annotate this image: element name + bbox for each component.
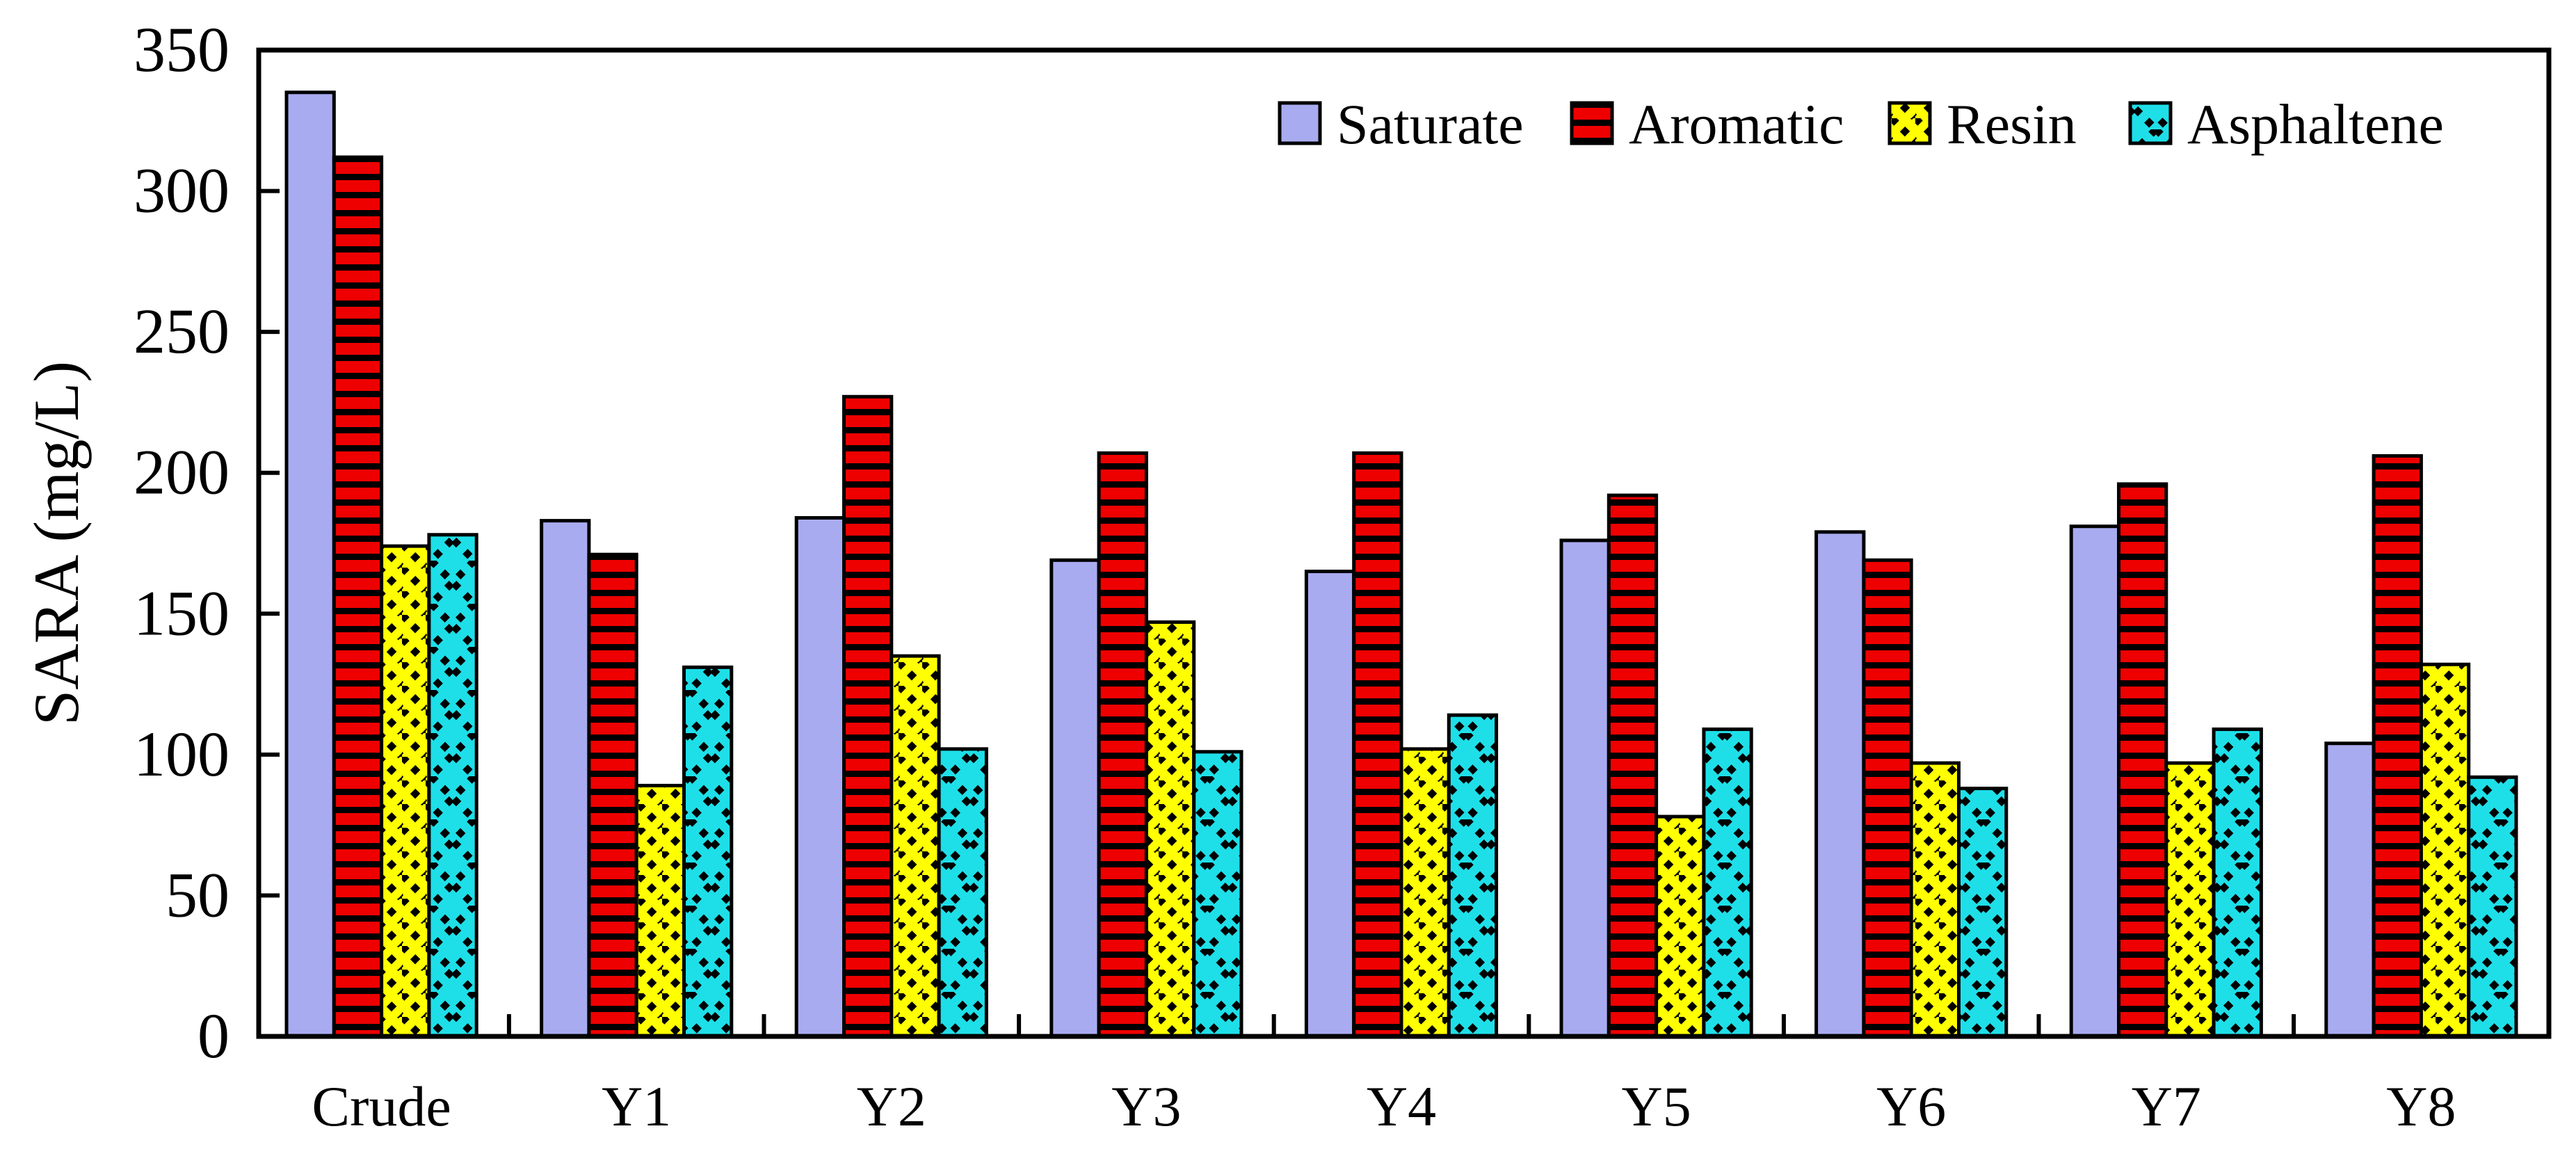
bar-aromatic-y7 [2117,482,2168,1038]
legend: Saturate Aromatic Resin Asphaltene [1278,93,2444,156]
bar-aromatic-y8 [2372,454,2423,1038]
bar-resin-y6 [1909,761,1961,1038]
bar-resin-y7 [2164,761,2216,1038]
legend-swatch-asphaltene [2128,101,2173,145]
bar-saturate-y5 [1559,538,1611,1038]
bar-saturate-y7 [2069,524,2120,1038]
bar-asphaltene-y3 [1192,750,1243,1038]
bar-resin-y3 [1144,620,1196,1038]
bar-resin-y4 [1399,747,1451,1038]
bar-aromatic-crude [332,155,384,1038]
legend-label-saturate: Saturate [1337,93,1524,156]
bar-asphaltene-y1 [682,665,734,1038]
bar-saturate-y4 [1304,570,1356,1038]
bar-asphaltene-y4 [1447,713,1499,1038]
y-tick-label-0: 0 [198,1000,230,1071]
bar-saturate-y8 [2324,741,2376,1038]
legend-item-saturate: Saturate [1278,93,1524,156]
axes-layer: 0 50 100 150 200 250 300 350 Crude Y1 Y2 Y3 Y4 Y5 Y6 Y7… [134,14,2552,1138]
category-label-crude: Crude [312,1075,451,1138]
bar-resin-y2 [889,654,941,1038]
bar-asphaltene-y8 [2467,775,2518,1038]
y-tick-label-100: 100 [134,719,230,789]
bar-asphaltene-y6 [1957,787,2009,1038]
bar-saturate-y3 [1049,558,1101,1038]
y-tick-label-350: 350 [134,14,230,85]
legend-label-resin: Resin [1947,93,2077,156]
y-tick-label-250: 250 [134,296,230,367]
bar-resin-y1 [634,783,686,1038]
y-tick-label-50: 50 [166,859,230,930]
category-label-y6: Y6 [1876,1075,1946,1138]
category-label-y5: Y5 [1621,1075,1691,1138]
bar-aromatic-y4 [1352,451,1403,1038]
bar-aromatic-y5 [1607,493,1659,1038]
legend-item-asphaltene: Asphaltene [2128,93,2444,156]
bar-aromatic-y3 [1097,451,1148,1038]
bar-asphaltene-y5 [1702,727,1753,1038]
bar-resin-crude [380,544,431,1038]
y-tick-label-200: 200 [134,437,230,508]
bar-asphaltene-y7 [2212,727,2263,1038]
bar-resin-y8 [2419,662,2471,1038]
bar-asphaltene-crude [427,533,478,1038]
category-label-y1: Y1 [602,1075,671,1138]
bar-asphaltene-y2 [937,747,988,1038]
bar-saturate-y2 [794,516,846,1038]
category-label-y4: Y4 [1367,1075,1436,1138]
bar-aromatic-y6 [1862,558,1913,1038]
legend-item-resin: Resin [1887,93,2077,156]
bars-layer [284,90,2518,1038]
category-label-y8: Y8 [2386,1075,2456,1138]
y-tick-label-150: 150 [134,577,230,648]
y-axis-title: SARA (mg/L) [21,361,92,725]
bar-saturate-y6 [1814,530,1866,1038]
bar-saturate-crude [284,90,336,1038]
legend-label-asphaltene: Asphaltene [2187,93,2444,156]
bar-resin-y5 [1655,815,1706,1038]
bar-aromatic-y1 [587,552,638,1038]
category-label-y3: Y3 [1111,1075,1181,1138]
category-label-y7: Y7 [2132,1075,2201,1138]
bar-saturate-y1 [540,519,591,1038]
legend-label-aromatic: Aromatic [1629,93,1844,156]
legend-item-aromatic: Aromatic [1570,93,1844,156]
category-label-y2: Y2 [857,1075,926,1138]
bar-aromatic-y2 [842,394,894,1038]
legend-swatch-saturate [1278,101,1322,145]
y-tick-label-300: 300 [134,155,230,226]
legend-swatch-resin [1887,101,1932,145]
plot-frame [256,47,2552,1039]
legend-swatch-aromatic [1570,101,1614,145]
